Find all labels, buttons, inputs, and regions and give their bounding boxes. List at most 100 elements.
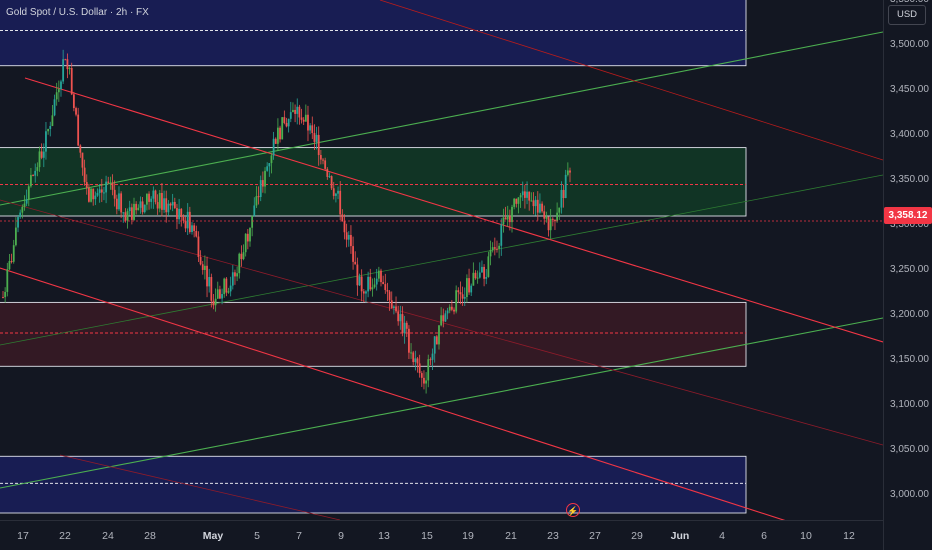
candle [169,202,172,210]
candle [165,190,168,223]
candle [569,167,571,183]
candle-body [231,272,234,286]
candle-body [173,201,176,209]
candle [481,260,483,273]
candle-body [251,215,254,228]
candle-body [96,192,99,196]
candle [541,201,543,213]
candle-body [345,232,348,240]
candle-body [425,380,428,384]
symbol-title[interactable]: Gold Spot / U.S. Dollar · 2h · FX [6,7,149,18]
candle-body [375,278,378,285]
candle-body [517,197,520,204]
chart-pane[interactable]: Gold Spot / U.S. Dollar · 2h · FX ⚡ [0,0,883,520]
candle [251,215,254,237]
candle [322,158,324,165]
price-axis[interactable] [883,0,932,550]
candle-body [448,306,451,311]
candle-body [113,189,116,199]
candle-body [504,217,507,220]
candle [109,176,112,190]
candle [77,107,80,147]
candle-body [528,191,531,201]
candle-body [45,131,47,152]
candle [405,320,408,337]
candle-body [92,188,95,200]
candle-body [234,272,236,277]
candle-body [182,216,185,221]
candle [150,196,153,209]
candle-body [94,195,97,200]
candle-body [249,227,251,242]
currency-button[interactable]: USD [888,5,926,25]
time-tick: 6 [761,530,767,542]
candle-body [126,211,129,221]
candle-body [446,310,449,314]
price-chart[interactable] [0,0,883,520]
candle [83,159,86,186]
candle [30,168,32,188]
candle-body [285,122,288,127]
candle [107,176,110,184]
candle-body [476,277,479,279]
price-tick: 3,450.00 [890,84,929,95]
candle [137,204,140,211]
candle [478,262,481,279]
candle [433,336,436,363]
candle-body [317,134,320,156]
candle-body [193,225,196,231]
time-tick: 28 [144,530,156,542]
candle-body [148,193,150,202]
candle [450,300,453,312]
lightning-icon[interactable]: ⚡ [566,503,580,517]
candle [395,296,397,314]
candle-body [167,203,170,213]
candle [388,290,391,311]
candle-body [491,247,494,251]
candle-body [560,189,563,208]
candle [485,269,488,285]
candle-body [240,253,243,260]
candle [386,282,389,302]
candle [564,169,567,199]
candle [360,269,363,302]
candle-body [40,151,43,158]
time-axis[interactable] [0,520,883,550]
candle [397,305,400,326]
candle-body [474,272,477,279]
candle-body [326,168,329,177]
candle [461,286,464,306]
candle [444,310,447,322]
candle-body [564,174,567,199]
candle-body [287,118,290,127]
last-price-badge: 3,358.12 [884,207,932,224]
candle [472,262,475,286]
candle-body [408,328,410,353]
candle-body [388,291,391,301]
candle [38,146,41,172]
candle-body [362,291,365,294]
candle-body [109,182,112,184]
candle-body [14,227,17,246]
candle-body [216,289,219,299]
candle-body [315,134,318,142]
candle [420,371,423,387]
candle-body [19,212,22,218]
candle-body [429,359,432,361]
candle-body [165,198,168,213]
candle-body [521,191,524,196]
candle [92,188,95,206]
candle-body [453,309,455,312]
candle [515,198,518,208]
candle-body [478,272,481,278]
candle-body [304,114,307,122]
candle-body [277,127,279,144]
candle [143,204,146,214]
candle [435,335,438,345]
candle [268,163,271,177]
trendline-green-lower [0,317,883,489]
candle-body [307,114,309,131]
candle-body [75,108,77,115]
candle [133,197,135,221]
candle [324,157,327,171]
